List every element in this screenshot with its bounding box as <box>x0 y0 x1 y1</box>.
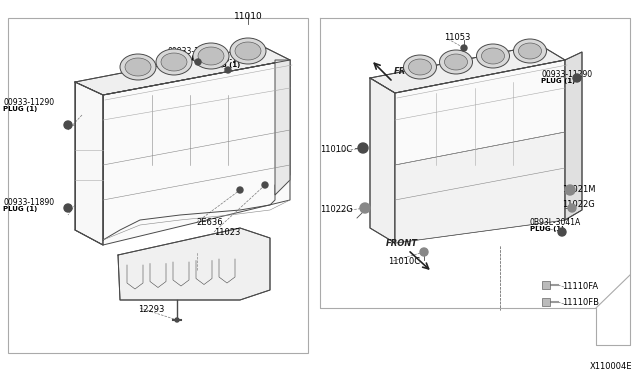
Text: X110004E: X110004E <box>589 362 632 371</box>
Polygon shape <box>370 45 565 93</box>
Polygon shape <box>118 228 270 300</box>
Text: 11010: 11010 <box>234 12 262 21</box>
Circle shape <box>565 185 575 195</box>
Circle shape <box>237 187 243 193</box>
Text: 0B93L-3041A: 0B93L-3041A <box>530 218 581 227</box>
Circle shape <box>573 74 581 82</box>
Polygon shape <box>565 52 582 220</box>
Text: FRONT: FRONT <box>394 67 426 76</box>
Ellipse shape <box>156 49 192 75</box>
Text: 11023: 11023 <box>214 228 241 237</box>
Text: PLUG (1): PLUG (1) <box>206 62 240 68</box>
Ellipse shape <box>193 43 229 69</box>
Ellipse shape <box>477 44 509 68</box>
Text: 00933-11890: 00933-11890 <box>3 198 54 207</box>
Ellipse shape <box>198 47 224 65</box>
Polygon shape <box>395 132 565 243</box>
Ellipse shape <box>481 48 504 64</box>
Text: FRONT: FRONT <box>386 239 418 248</box>
Polygon shape <box>275 60 290 195</box>
Polygon shape <box>75 82 103 245</box>
Text: PLUG (1): PLUG (1) <box>168 55 202 61</box>
Ellipse shape <box>445 54 467 70</box>
Circle shape <box>64 204 72 212</box>
Ellipse shape <box>440 50 472 74</box>
Bar <box>542 281 550 289</box>
Text: 00933-11890: 00933-11890 <box>206 55 257 64</box>
Circle shape <box>420 248 428 256</box>
Ellipse shape <box>235 42 261 60</box>
Circle shape <box>568 204 576 212</box>
Text: PLUG (1): PLUG (1) <box>541 78 575 84</box>
Text: 12293: 12293 <box>138 305 164 314</box>
Ellipse shape <box>403 55 436 79</box>
Ellipse shape <box>161 53 187 71</box>
Text: 11022G: 11022G <box>562 200 595 209</box>
Circle shape <box>358 143 368 153</box>
Text: 11110FA: 11110FA <box>562 282 598 291</box>
Text: 11021M: 11021M <box>562 185 595 194</box>
Text: 11022G: 11022G <box>320 205 353 214</box>
Circle shape <box>225 67 231 73</box>
Text: 00933-11290: 00933-11290 <box>541 70 592 79</box>
Circle shape <box>175 318 179 322</box>
Ellipse shape <box>518 43 541 59</box>
Circle shape <box>461 45 467 51</box>
Ellipse shape <box>125 58 151 76</box>
Text: PLUG (1): PLUG (1) <box>3 106 37 112</box>
Text: 11010C: 11010C <box>320 145 352 154</box>
Polygon shape <box>370 78 395 243</box>
Circle shape <box>262 182 268 188</box>
Polygon shape <box>395 60 565 243</box>
Circle shape <box>558 228 566 236</box>
Text: 2E636: 2E636 <box>196 218 223 227</box>
Ellipse shape <box>513 39 547 63</box>
Circle shape <box>64 121 72 129</box>
Text: PLUG (1): PLUG (1) <box>3 206 37 212</box>
Ellipse shape <box>120 54 156 80</box>
Text: 00933-11290: 00933-11290 <box>3 98 54 107</box>
Text: 00933-13090: 00933-13090 <box>168 47 220 56</box>
Ellipse shape <box>408 59 431 75</box>
Ellipse shape <box>230 38 266 64</box>
Polygon shape <box>103 60 290 245</box>
Text: 11110FB: 11110FB <box>562 298 599 307</box>
Bar <box>8 18 308 353</box>
Circle shape <box>360 203 370 213</box>
Text: PLUG (1): PLUG (1) <box>530 226 564 232</box>
Circle shape <box>195 59 201 65</box>
Bar <box>542 298 550 306</box>
Polygon shape <box>75 46 290 95</box>
Text: 11053: 11053 <box>444 33 470 42</box>
Text: 11010C: 11010C <box>388 257 420 266</box>
